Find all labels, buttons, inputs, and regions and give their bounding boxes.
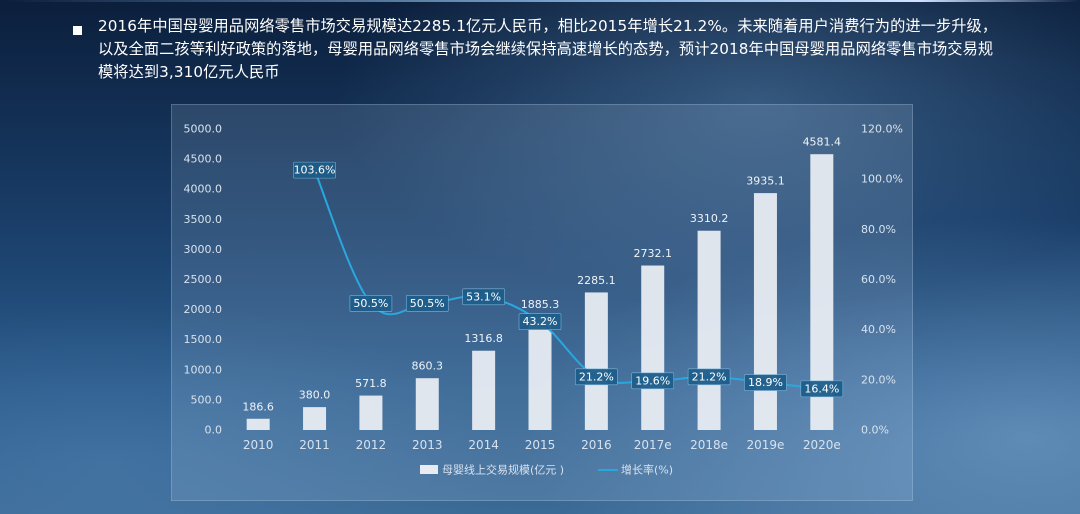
y2-tick-label: 0.0% — [861, 424, 889, 437]
x-tick-label: 2011 — [299, 438, 330, 452]
x-tick-label: 2015 — [525, 438, 556, 452]
x-tick-label: 2013 — [412, 438, 443, 452]
growth-rate-label-box — [349, 295, 393, 312]
x-tick-label: 2010 — [243, 438, 274, 452]
growth-rate-label: 16.4% — [804, 382, 839, 395]
top-rule — [0, 0, 1080, 2]
growth-rate-label-box — [462, 288, 505, 306]
bar — [303, 407, 327, 430]
growth-rate-label-box — [405, 295, 449, 312]
legend-bar-label: 母婴线上交易规模(亿元 ) — [442, 463, 564, 477]
bar-value-label: 2732.1 — [633, 247, 672, 260]
bar — [584, 292, 608, 430]
legend-line-label: 增长率(%) — [621, 463, 673, 477]
growth-rate-label: 53.1% — [466, 290, 501, 303]
bar-value-label: 380.0 — [299, 389, 331, 402]
y-tick-label: 5000.0 — [184, 123, 223, 136]
x-tick-label: 2016 — [581, 438, 612, 452]
y2-tick-label: 100.0% — [861, 173, 903, 186]
bar-value-label: 3310.2 — [690, 212, 729, 225]
y-tick-label: 3000.0 — [184, 243, 223, 256]
y-tick-label: 500.0 — [191, 393, 223, 406]
growth-rate-label: 43.2% — [523, 315, 558, 328]
x-tick-label: 2014 — [468, 438, 499, 452]
bar — [359, 395, 383, 430]
y2-tick-label: 80.0% — [861, 223, 896, 236]
bar-value-label: 2285.1 — [577, 274, 616, 287]
growth-rate-label-box — [293, 161, 336, 179]
y-tick-label: 2500.0 — [184, 273, 223, 286]
y2-tick-label: 120.0% — [861, 123, 903, 136]
bar-value-label: 1885.3 — [521, 298, 560, 311]
bar — [810, 154, 834, 431]
bar-value-label: 571.8 — [355, 377, 387, 390]
y-tick-label: 1500.0 — [184, 333, 223, 346]
bar — [641, 265, 665, 430]
growth-rate-label: 50.5% — [353, 297, 388, 310]
x-tick-label: 2019e — [746, 438, 784, 452]
growth-rate-label-box — [687, 368, 731, 386]
legend-bar-swatch — [420, 465, 438, 474]
bar — [697, 230, 721, 430]
growth-rate-label-box — [575, 368, 618, 386]
growth-rate-label-box — [518, 313, 562, 330]
bar-value-label: 860.3 — [412, 360, 444, 373]
growth-rate-label: 50.5% — [410, 297, 445, 310]
growth-rate-line — [313, 169, 822, 390]
bullet-marker — [73, 26, 82, 35]
bar-value-label: 1316.8 — [464, 332, 503, 345]
y-tick-label: 4000.0 — [184, 183, 223, 196]
growth-rate-label-box — [631, 372, 675, 390]
growth-rate-label: 19.6% — [635, 374, 670, 387]
x-tick-label: 2017e — [634, 438, 672, 452]
growth-rate-label: 21.2% — [692, 370, 727, 383]
x-tick-label: 2012 — [356, 438, 387, 452]
y2-tick-label: 60.0% — [861, 273, 896, 286]
growth-rate-label-box — [744, 374, 787, 391]
growth-rate-label: 103.6% — [294, 164, 336, 177]
y-tick-label: 1000.0 — [184, 363, 223, 376]
y-tick-label: 0.0 — [205, 424, 223, 437]
x-tick-label: 2018e — [690, 438, 728, 452]
bar-value-label: 4581.4 — [803, 136, 842, 149]
x-tick-label: 2020e — [803, 438, 841, 452]
bar — [472, 350, 496, 430]
y2-tick-label: 20.0% — [861, 373, 896, 386]
bar-value-label: 186.6 — [242, 400, 274, 413]
growth-rate-label-box — [800, 380, 844, 398]
bar — [528, 316, 552, 430]
description-text: 2016年中国母婴用品网络零售市场交易规模达2285.1亿元人民币，相比2015… — [98, 17, 998, 81]
growth-rate-label: 21.2% — [579, 370, 614, 383]
y-tick-label: 4500.0 — [184, 153, 223, 166]
y2-tick-label: 40.0% — [861, 323, 896, 336]
y-tick-label: 3500.0 — [184, 213, 223, 226]
bar-value-label: 3935.1 — [746, 175, 785, 188]
y-tick-label: 2000.0 — [184, 303, 223, 316]
growth-rate-label: 18.9% — [748, 376, 783, 389]
bar — [753, 193, 777, 430]
bar — [415, 378, 439, 430]
bar — [246, 418, 270, 430]
